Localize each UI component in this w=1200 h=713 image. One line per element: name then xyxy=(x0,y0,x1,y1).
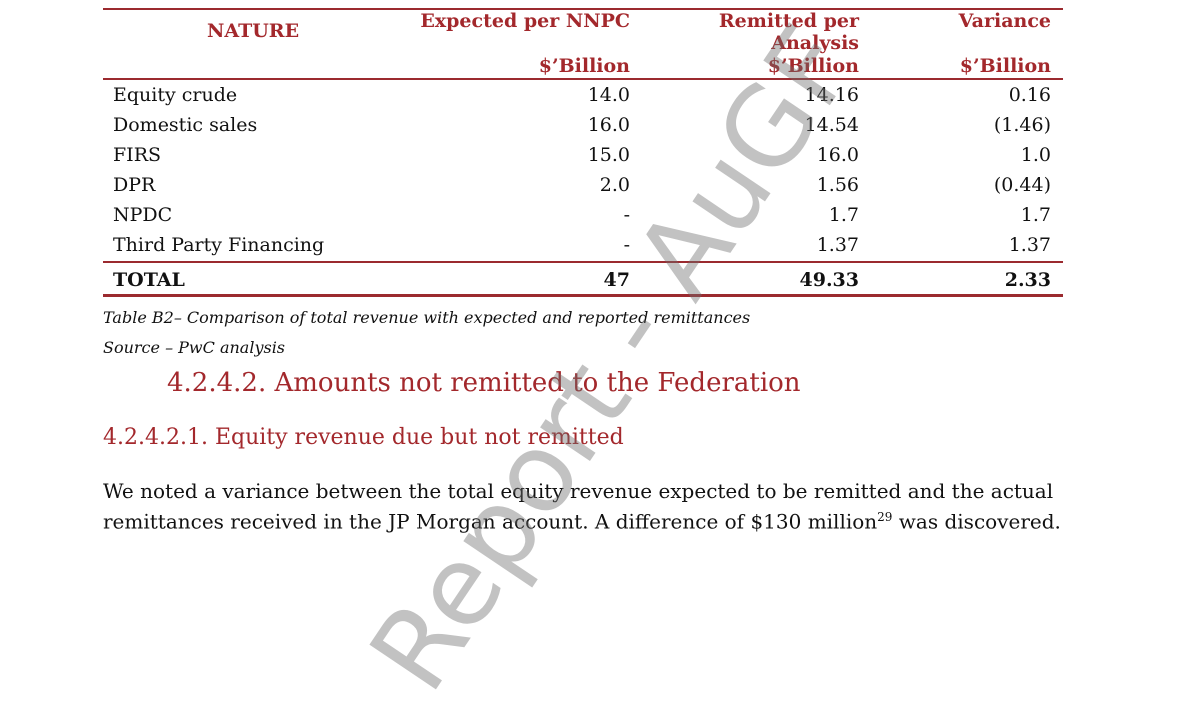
table-row: Equity crude 14.0 14.16 0.16 xyxy=(103,80,1063,110)
cell-nature: Domestic sales xyxy=(113,114,258,136)
total-remitted: 49.33 xyxy=(799,269,860,291)
table-row: DPR 2.0 1.56 (0.44) xyxy=(103,170,1063,200)
table-bottom-rule xyxy=(103,294,1063,297)
header-remitted-unit: $’Billion xyxy=(767,55,859,77)
section-heading: 4.2.4.2. Amounts not remitted to the Fed… xyxy=(167,368,801,398)
header-variance: Variance xyxy=(958,10,1051,32)
table-top-rule xyxy=(103,8,1063,10)
total-variance: 2.33 xyxy=(1004,269,1051,291)
cell-nature: DPR xyxy=(113,174,156,196)
cell-expected: 14.0 xyxy=(587,84,630,106)
cell-remitted: 14.16 xyxy=(804,84,859,106)
total-top-rule xyxy=(103,261,1063,263)
table-row: Domestic sales 16.0 14.54 (1.46) xyxy=(103,110,1063,140)
header-expected-unit: $’Billion xyxy=(538,55,630,77)
header-remitted-line2: Analysis xyxy=(771,32,859,54)
total-label: TOTAL xyxy=(113,269,185,291)
header-nature: NATURE xyxy=(207,20,300,42)
cell-nature: FIRS xyxy=(113,144,162,166)
header-remitted: Remitted per xyxy=(718,10,859,32)
body-paragraph: We noted a variance between the total eq… xyxy=(103,478,1103,535)
cell-nature: Third Party Financing xyxy=(113,234,325,256)
footnote-reference: 29 xyxy=(877,510,893,524)
cell-remitted: 1.7 xyxy=(828,204,859,226)
paragraph-line-2: remittances received in the JP Morgan ac… xyxy=(103,504,1103,535)
subsection-heading: 4.2.4.2.1. Equity revenue due but not re… xyxy=(103,425,624,450)
table-source: Source – PwC analysis xyxy=(103,338,286,357)
table-caption: Table B2– Comparison of total revenue wi… xyxy=(103,308,751,327)
cell-nature: NPDC xyxy=(113,204,173,226)
cell-variance: (1.46) xyxy=(993,114,1051,136)
cell-expected: - xyxy=(623,204,630,226)
paragraph-line-2-text: remittances received in the JP Morgan ac… xyxy=(103,509,878,534)
cell-nature: Equity crude xyxy=(113,84,238,106)
paragraph-line-1: We noted a variance between the total eq… xyxy=(103,479,1054,503)
table-row: NPDC - 1.7 1.7 xyxy=(103,200,1063,230)
cell-variance: 1.37 xyxy=(1008,234,1051,256)
cell-remitted: 16.0 xyxy=(816,144,859,166)
cell-remitted: 1.56 xyxy=(816,174,859,196)
cell-remitted: 14.54 xyxy=(804,114,859,136)
cell-expected: - xyxy=(623,234,630,256)
cell-variance: 0.16 xyxy=(1008,84,1051,106)
cell-expected: 2.0 xyxy=(599,174,630,196)
header-variance-unit: $’Billion xyxy=(959,55,1051,77)
cell-expected: 16.0 xyxy=(587,114,630,136)
cell-remitted: 1.37 xyxy=(816,234,859,256)
header-expected: Expected per NNPC xyxy=(420,10,630,32)
header-bottom-rule xyxy=(103,78,1063,80)
table-total-row: TOTAL 47 49.33 2.33 xyxy=(103,265,1063,295)
cell-variance: (0.44) xyxy=(993,174,1051,196)
cell-expected: 15.0 xyxy=(587,144,630,166)
paragraph-line-2-end: was discovered. xyxy=(892,509,1061,534)
total-expected: 47 xyxy=(603,269,630,291)
cell-variance: 1.0 xyxy=(1020,144,1051,166)
cell-variance: 1.7 xyxy=(1020,204,1051,226)
table-row: Third Party Financing - 1.37 1.37 xyxy=(103,230,1063,260)
table-row: FIRS 15.0 16.0 1.0 xyxy=(103,140,1063,170)
